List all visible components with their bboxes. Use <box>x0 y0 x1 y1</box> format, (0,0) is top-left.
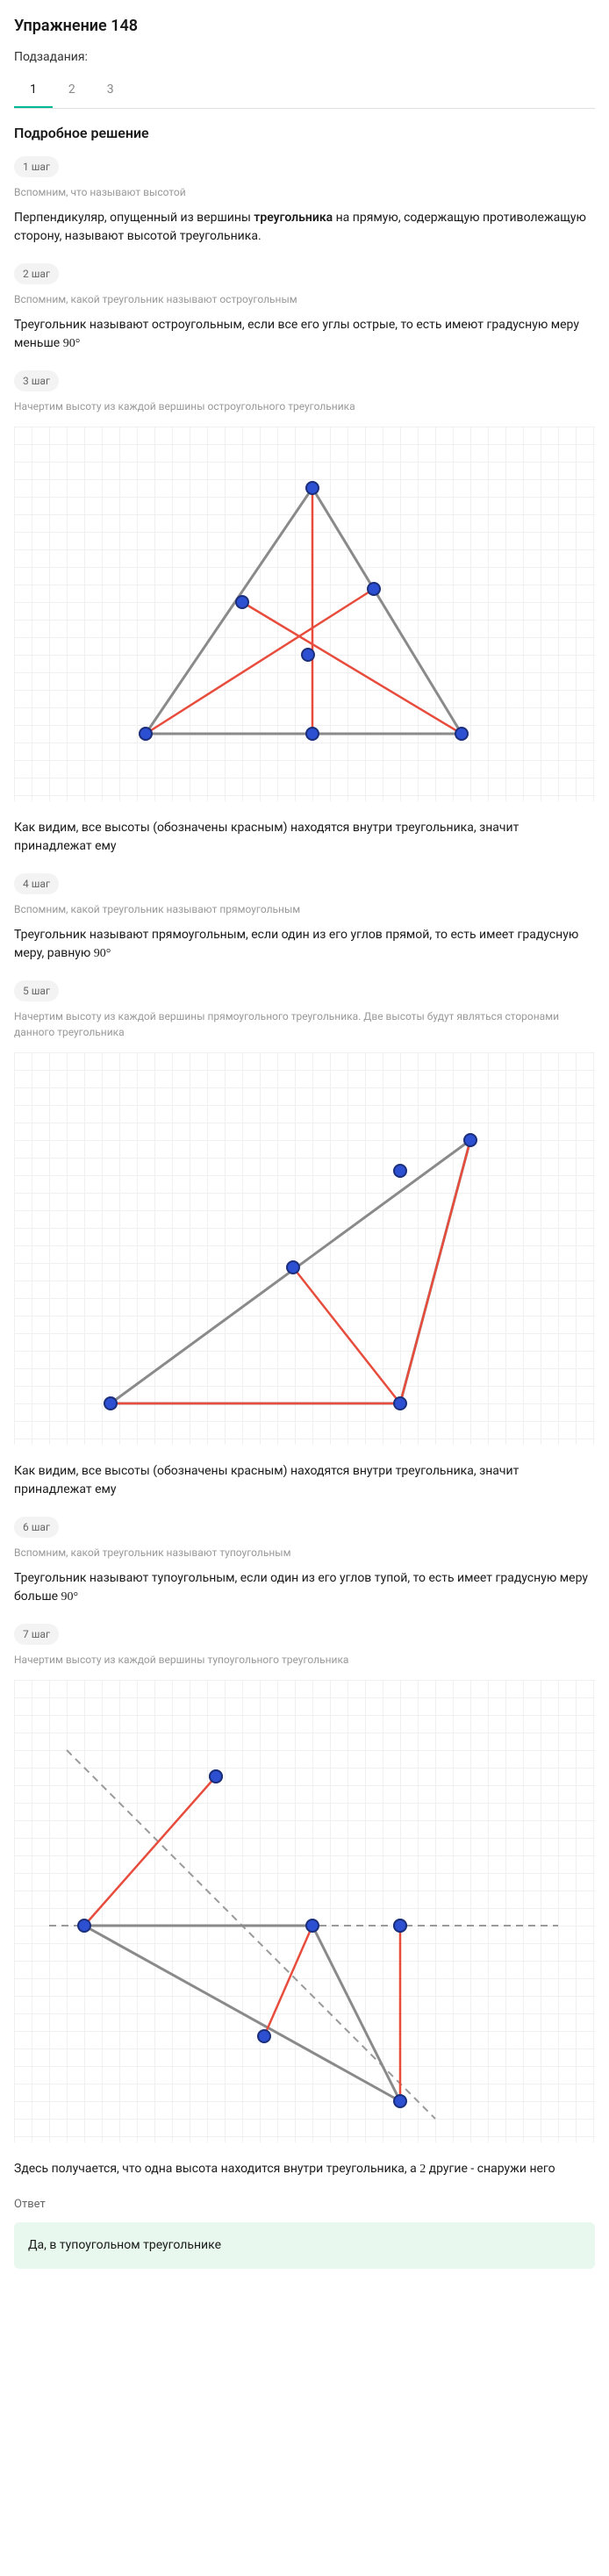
step-badge: 5 шаг <box>14 980 59 1001</box>
step-text: Треугольник называют остроугольным, если… <box>14 316 595 353</box>
step-after-text: Как видим, все высоты (обозначены красны… <box>14 1462 595 1499</box>
step-hint: Начертим высоту из каждой вершины прямоу… <box>14 1008 595 1040</box>
step-2: 2 шаг Вспомним, какой треугольник называ… <box>14 263 595 353</box>
step-6: 6 шаг Вспомним, какой треугольник называ… <box>14 1517 595 1606</box>
step-badge: 3 шаг <box>14 370 59 391</box>
step-text: Перпендикуляр, опущенный из вершины треу… <box>14 209 595 246</box>
step-hint: Вспомним, что называют высотой <box>14 184 595 200</box>
tab-2[interactable]: 2 <box>53 74 91 108</box>
step-4: 4 шаг Вспомним, какой треугольник называ… <box>14 873 595 963</box>
step-1: 1 шаг Вспомним, что называют высотой Пер… <box>14 156 595 246</box>
step-badge: 6 шаг <box>14 1517 59 1538</box>
step-badge: 1 шаг <box>14 156 59 177</box>
step-after-text: Как видим, все высоты (обозначены красны… <box>14 819 595 856</box>
step-text: Треугольник называют прямоугольным, если… <box>14 926 595 963</box>
step-3: 3 шаг Начертим высоту из каждой вершины … <box>14 370 595 414</box>
answer-box: Да, в тупоугольном треугольнике <box>14 2222 595 2269</box>
step-5: 5 шаг Начертим высоту из каждой вершины … <box>14 980 595 1040</box>
step-badge: 7 шаг <box>14 1624 59 1645</box>
figure-acute-triangle <box>14 427 595 801</box>
step-hint: Начертим высоту из каждой вершины тупоуг… <box>14 1652 595 1668</box>
step-hint: Вспомним, какой треугольник называют пря… <box>14 901 595 917</box>
step-7: 7 шаг Начертим высоту из каждой вершины … <box>14 1624 595 1668</box>
exercise-title: Упражнение 148 <box>14 14 595 38</box>
subtasks-label: Подзадания: <box>14 48 595 67</box>
step-badge: 4 шаг <box>14 873 59 894</box>
answer-label: Ответ <box>14 2196 595 2214</box>
step-text: Треугольник называют тупоугольным, если … <box>14 1569 595 1606</box>
step-hint: Вспомним, какой треугольник называют туп… <box>14 1545 595 1561</box>
step-hint: Начертим высоту из каждой вершины остроу… <box>14 398 595 414</box>
solution-heading: Подробное решение <box>14 123 595 144</box>
figure-right-triangle <box>14 1052 595 1445</box>
tabs: 1 2 3 <box>14 74 595 109</box>
step-after-text: Здесь получается, что одна высота находи… <box>14 2160 595 2178</box>
step-hint: Вспомним, какой треугольник называют ост… <box>14 291 595 307</box>
step-badge: 2 шаг <box>14 263 59 284</box>
tab-1[interactable]: 1 <box>14 74 53 108</box>
figure-obtuse-triangle <box>14 1680 595 2142</box>
tab-3[interactable]: 3 <box>91 74 130 108</box>
